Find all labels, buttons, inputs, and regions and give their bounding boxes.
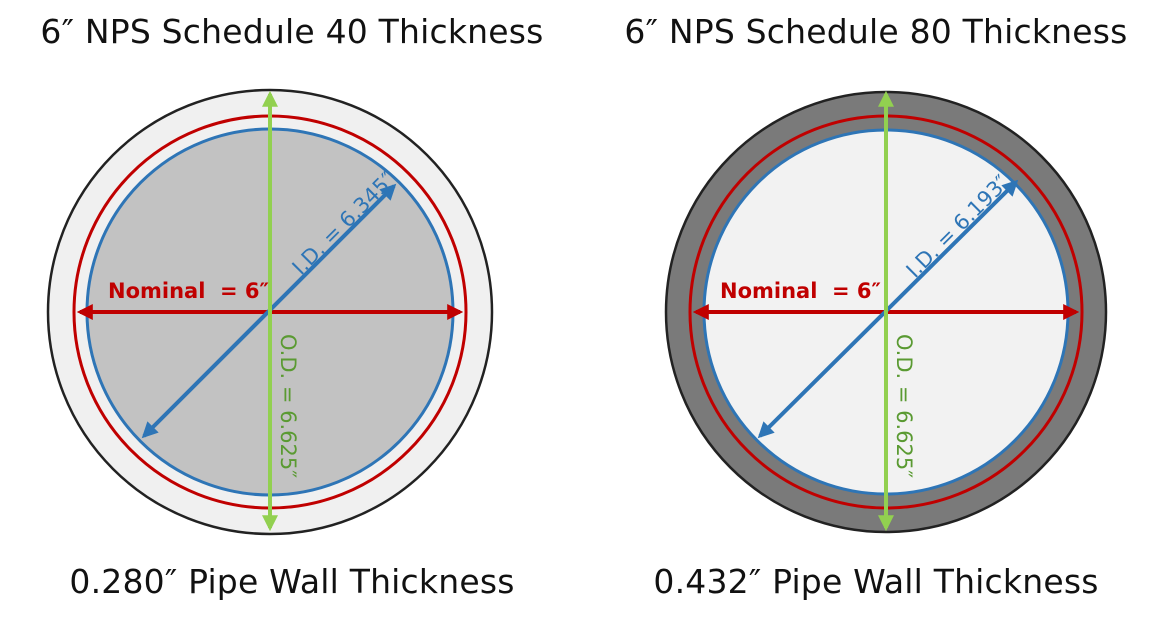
schedule-40-diagram: Nominal = 6″ I.D. = 6.345″ O.D. = 6.625″ (46, 88, 494, 536)
schedule-40-title: 6″ NPS Schedule 40 Thickness (40, 12, 544, 51)
schedule-40-caption: 0.280″ Pipe Wall Thickness (69, 562, 515, 601)
schedule-40-panel: 6″ NPS Schedule 40 Thickness Nominal = 6… (0, 0, 584, 628)
schedule-80-caption: 0.432″ Pipe Wall Thickness (653, 562, 1099, 601)
od-label: O.D. = 6.625″ (276, 334, 300, 478)
nominal-label: Nominal = 6″ (720, 279, 881, 303)
schedule-80-panel: 6″ NPS Schedule 80 Thickness Nominal = 6… (584, 0, 1168, 628)
nominal-label: Nominal = 6″ (108, 279, 269, 303)
od-label: O.D. = 6.625″ (892, 334, 916, 478)
schedule-80-title: 6″ NPS Schedule 80 Thickness (624, 12, 1128, 51)
schedule-80-diagram: Nominal = 6″ I.D. = 6.193″ O.D. = 6.625″ (664, 90, 1108, 534)
